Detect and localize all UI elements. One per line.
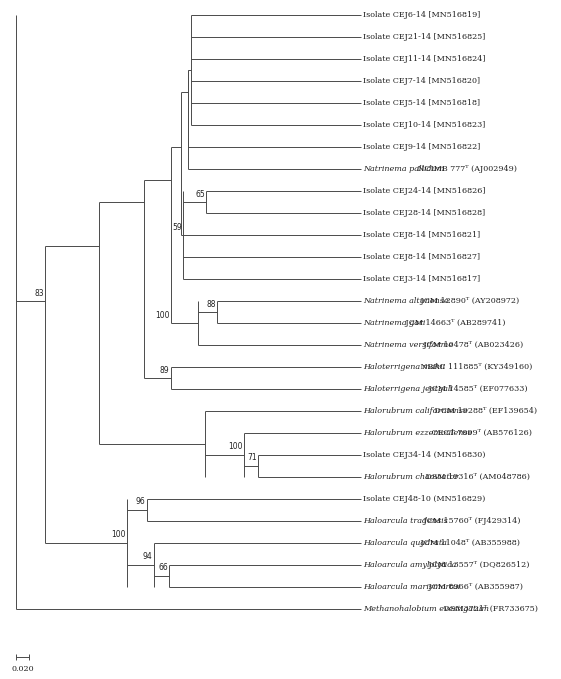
Text: 0.020: 0.020 [11, 665, 34, 673]
Text: Isolate CEJ28-14 [MN516828]: Isolate CEJ28-14 [MN516828] [364, 209, 486, 217]
Text: Methanohalobium evestigatum: Methanohalobium evestigatum [364, 604, 489, 612]
Text: 71: 71 [247, 454, 256, 462]
Text: JCM 11048ᵀ (AB355988): JCM 11048ᵀ (AB355988) [418, 538, 519, 547]
Text: DSM 19316ᵀ (AM048786): DSM 19316ᵀ (AM048786) [424, 473, 530, 481]
Text: Natrinema altunense: Natrinema altunense [364, 297, 449, 305]
Text: Haloterrigena mahii: Haloterrigena mahii [364, 363, 445, 371]
Text: JCM 10478ᵀ (AB023426): JCM 10478ᵀ (AB023426) [421, 341, 523, 349]
Text: 100: 100 [228, 443, 243, 452]
Text: NBRC 111885ᵀ (KY349160): NBRC 111885ᵀ (KY349160) [418, 363, 532, 371]
Text: 96: 96 [136, 498, 146, 507]
Text: JCM 12890ᵀ (AY208972): JCM 12890ᵀ (AY208972) [418, 297, 519, 305]
Text: 59: 59 [172, 223, 182, 232]
Text: Isolate CEJ24-14 [MN516826]: Isolate CEJ24-14 [MN516826] [364, 187, 486, 195]
Text: 100: 100 [155, 310, 169, 320]
Text: DCM 19288ᵀ (EF139654): DCM 19288ᵀ (EF139654) [432, 407, 537, 415]
Text: Natrinema pallidum: Natrinema pallidum [364, 165, 445, 173]
Text: Halorubrum chaoviator: Halorubrum chaoviator [364, 473, 459, 481]
Text: JCM 8966ᵀ (AB355987): JCM 8966ᵀ (AB355987) [426, 583, 523, 591]
Text: 65: 65 [195, 189, 205, 199]
Text: Isolate CEJ8-14 [MN516821]: Isolate CEJ8-14 [MN516821] [364, 231, 481, 239]
Text: 83: 83 [34, 289, 44, 297]
Text: 89: 89 [160, 365, 169, 375]
Text: 100: 100 [111, 530, 125, 539]
Text: Isolate CEJ21-14 [MN516825]: Isolate CEJ21-14 [MN516825] [364, 33, 486, 41]
Text: DSM3721ᵀ (FR733675): DSM3721ᵀ (FR733675) [440, 604, 537, 612]
Text: NCIMB 777ᵀ (AJ002949): NCIMB 777ᵀ (AJ002949) [415, 165, 517, 173]
Text: Isolate CEJ3-14 [MN516817]: Isolate CEJ3-14 [MN516817] [364, 275, 481, 283]
Text: Haloarcula marismortui: Haloarcula marismortui [364, 583, 461, 591]
Text: Isolate CEJ10-14 [MN516823]: Isolate CEJ10-14 [MN516823] [364, 121, 486, 129]
Text: Halorubrum californiense: Halorubrum californiense [364, 407, 468, 415]
Text: Isolate CEJ48-10 (MN516829): Isolate CEJ48-10 (MN516829) [364, 495, 486, 502]
Text: Isolate CEJ11-14 [MN516824]: Isolate CEJ11-14 [MN516824] [364, 55, 486, 63]
Text: Halorubrum ezzemoulense: Halorubrum ezzemoulense [364, 428, 472, 437]
Text: CECT 7099ᵀ (AB576126): CECT 7099ᵀ (AB576126) [429, 428, 532, 437]
Text: Natrinema versiforme: Natrinema versiforme [364, 341, 453, 349]
Text: 88: 88 [206, 299, 216, 308]
Text: Isolate CEJ6-14 [MN516819]: Isolate CEJ6-14 [MN516819] [364, 11, 481, 19]
Text: 66: 66 [158, 564, 168, 572]
Text: Isolate CEJ8-14 [MN516827]: Isolate CEJ8-14 [MN516827] [364, 253, 481, 261]
Text: Haloarcula tradensis: Haloarcula tradensis [364, 517, 448, 525]
Text: Isolate CEJ9-14 [MN516822]: Isolate CEJ9-14 [MN516822] [364, 143, 481, 151]
Text: Haloarcula quadrata: Haloarcula quadrata [364, 538, 447, 547]
Text: Haloterrigena jeotgali: Haloterrigena jeotgali [364, 385, 453, 393]
Text: Isolate CEJ7-14 [MN516820]: Isolate CEJ7-14 [MN516820] [364, 77, 481, 85]
Text: JCM 15760ᵀ (FJ429314): JCM 15760ᵀ (FJ429314) [421, 517, 520, 525]
Text: JCM 14585ᵀ (EF077633): JCM 14585ᵀ (EF077633) [426, 385, 528, 393]
Text: 94: 94 [142, 552, 153, 562]
Text: Haloarcula amylolytica: Haloarcula amylolytica [364, 561, 457, 568]
Text: Isolate CEJ5-14 [MN516818]: Isolate CEJ5-14 [MN516818] [364, 99, 481, 107]
Text: JCM 13557ᵀ (DQ826512): JCM 13557ᵀ (DQ826512) [426, 561, 530, 568]
Text: Isolate CEJ34-14 (MN516830): Isolate CEJ34-14 (MN516830) [364, 451, 486, 459]
Text: JCM 14663ᵀ (AB289741): JCM 14663ᵀ (AB289741) [403, 319, 506, 327]
Text: Natrinema gari: Natrinema gari [364, 319, 426, 327]
